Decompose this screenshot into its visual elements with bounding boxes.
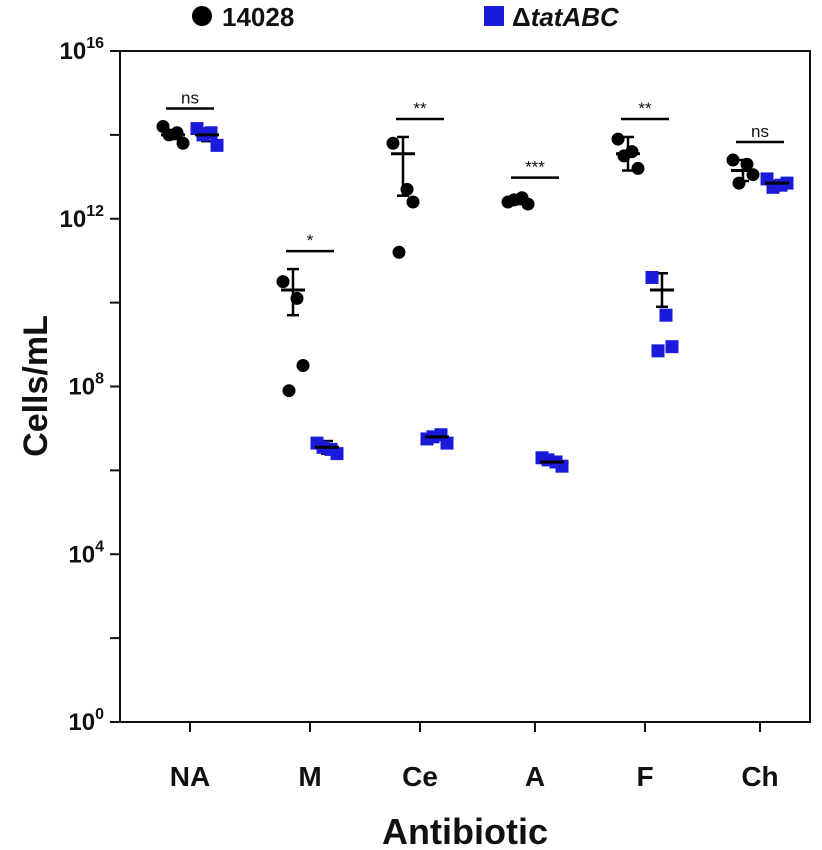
data-point [330,447,344,461]
y-tick-label: 104 [68,538,104,568]
series-layer [156,119,794,473]
data-point [176,136,190,150]
series-tatabc [190,122,794,473]
data-point [296,359,310,373]
data-point [276,275,290,289]
data-point [611,132,625,146]
y-tick-label: 108 [68,371,104,401]
data-point [665,340,679,354]
y-tick-exponent: 0 [95,706,104,723]
legend-marker-14028 [192,6,212,26]
y-tick-exponent: 8 [95,371,104,388]
legend: 14028 ΔtatABC [192,2,620,32]
significance-label: *** [525,158,545,177]
data-point [290,291,304,305]
y-tick-exponent: 4 [95,538,104,555]
data-point [645,270,659,284]
data-point [659,308,673,322]
data-point [732,176,746,190]
y-tick-label: 1012 [60,203,105,233]
y-tick-label: 1016 [60,35,105,65]
y-tick-base: 10 [68,541,95,568]
significance-label: ns [751,122,769,141]
x-axis-title: Antibiotic [382,811,548,850]
legend-label-tatabc-italic: tatABC [531,2,620,32]
y-axis-title: Cells/mL [17,315,55,457]
x-tick-label-m: M [298,761,321,792]
x-tick-label-a: A [525,761,545,792]
significance-label: ** [638,99,652,118]
y-tick-label: 100 [68,706,104,736]
x-axis: NA M Ce A F Ch [170,722,779,792]
legend-label-tatabc: ΔtatABC [512,2,620,32]
data-point [440,436,454,450]
data-point [631,161,645,175]
x-tick-label-ch: Ch [741,761,778,792]
data-point [740,157,754,171]
data-point [392,245,406,259]
data-point [400,182,414,196]
data-point [617,149,631,163]
data-point [210,138,224,152]
y-tick-base: 10 [60,38,87,65]
x-tick-label-na: NA [170,761,210,792]
x-tick-label-ce: Ce [402,761,438,792]
y-tick-exponent: 16 [86,35,104,52]
data-point [406,195,420,209]
legend-label-tatabc-prefix: Δ [512,2,531,32]
series-14028 [156,119,760,398]
legend-marker-tatabc [484,6,504,26]
data-point [282,384,296,398]
y-tick-base: 10 [68,374,95,401]
data-point [386,136,400,150]
legend-label-14028: 14028 [222,2,294,32]
data-point [651,344,665,358]
significance-label: ns [181,88,199,107]
y-tick-base: 10 [60,206,87,233]
y-tick-exponent: 12 [86,203,104,220]
significance-label: ** [413,99,427,118]
data-point [726,153,740,167]
significance-layer: ns********ns [166,88,784,253]
significance-label: * [307,231,314,250]
data-point [541,453,555,467]
x-tick-label-f: F [636,761,653,792]
y-tick-base: 10 [68,709,95,736]
